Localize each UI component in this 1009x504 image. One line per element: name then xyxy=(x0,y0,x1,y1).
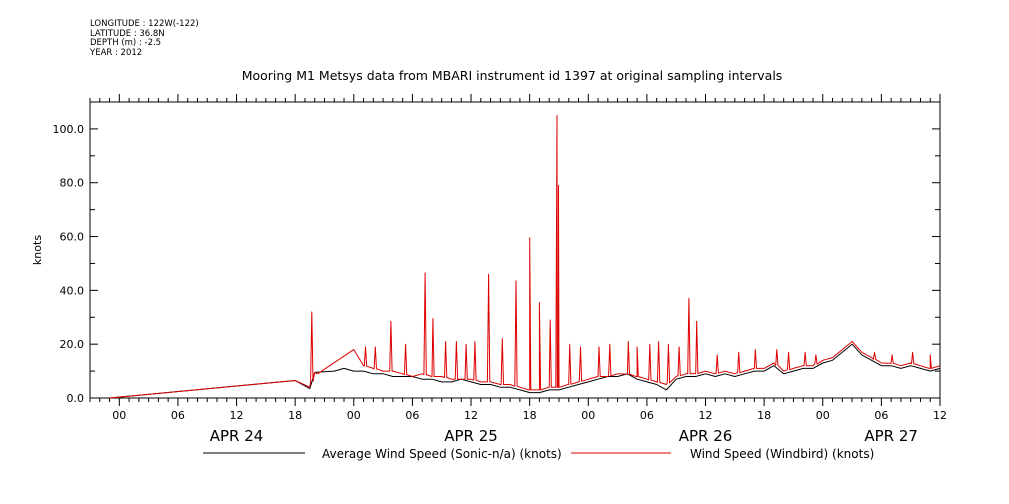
depth-text: DEPTH (m) : -2.5 xyxy=(90,38,162,48)
x-tick-label: 00 xyxy=(581,409,595,422)
x-tick-label: 18 xyxy=(523,409,537,422)
series-average-wind-speed xyxy=(109,343,941,399)
x-tick-label: 06 xyxy=(171,409,185,422)
series-windbird-wind-speed xyxy=(109,115,941,399)
year-text: YEAR : 2012 xyxy=(90,47,143,58)
legend: Average Wind Speed (Sonic-n/a) (knots) W… xyxy=(203,447,874,461)
x-tick-label: 12 xyxy=(464,409,478,422)
x-tick-label: 06 xyxy=(405,409,419,422)
chart-title: Mooring M1 Metsys data from MBARI instru… xyxy=(241,68,783,83)
x-tick-label: 06 xyxy=(874,409,888,422)
metadata-block: LONGITUDE : 122W(-122) LATITUDE : 36.8N … xyxy=(90,19,199,58)
x-tick-label: 12 xyxy=(230,409,244,422)
x-tick-label: 00 xyxy=(347,409,361,422)
y-tick-label: 40.0 xyxy=(60,284,85,297)
y-tick-label: 20.0 xyxy=(60,338,85,351)
x-date-label: APR 26 xyxy=(679,427,733,445)
legend-label-windbird: Wind Speed (Windbird) (knots) xyxy=(690,447,874,461)
x-tick-label: 12 xyxy=(699,409,713,422)
x-tick-label: 12 xyxy=(933,409,947,422)
x-tick-label: 00 xyxy=(816,409,830,422)
y-tick-label: 80.0 xyxy=(60,177,85,190)
x-tick-label: 18 xyxy=(757,409,771,422)
x-date-label: APR 27 xyxy=(864,427,918,445)
series-layer xyxy=(109,115,941,399)
y-tick-label: 60.0 xyxy=(60,231,85,244)
y-tick-label: 0.0 xyxy=(67,392,85,405)
x-tick-label: 06 xyxy=(640,409,654,422)
x-date-label: APR 24 xyxy=(210,427,264,445)
longitude-text: LONGITUDE : 122W(-122) xyxy=(90,19,199,29)
plot-frame xyxy=(89,101,941,399)
x-tick-label: 00 xyxy=(112,409,126,422)
axes: 0.0 20.0 40.0 60.0 80.0 100.0 knots 00 06 12 18 00 0… xyxy=(31,94,947,445)
latitude-text: LATITUDE : 36.8N xyxy=(90,28,165,39)
y-tick-label: 100.0 xyxy=(53,123,85,136)
legend-label-average: Average Wind Speed (Sonic-n/a) (knots) xyxy=(322,447,562,461)
x-date-label: APR 25 xyxy=(444,427,498,445)
y-axis-label: knots xyxy=(31,235,44,265)
x-tick-label: 18 xyxy=(288,409,302,422)
